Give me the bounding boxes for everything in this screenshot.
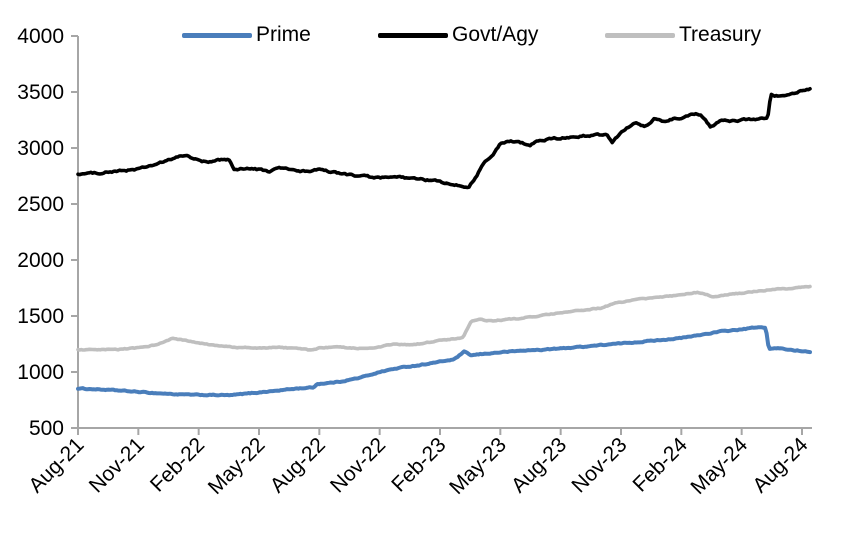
govt-agy-line-swatch [378, 32, 448, 38]
x-tick-label: May-24 [686, 433, 752, 499]
x-tick-label: Aug-22 [266, 433, 330, 497]
y-tick-label: 2500 [17, 193, 64, 216]
x-tick-label: Nov-22 [326, 433, 390, 497]
y-tick-label: 1500 [17, 305, 64, 328]
x-tick-label: Aug-24 [748, 433, 812, 497]
series-line-prime [76, 325, 812, 398]
series-line-govt-agy [76, 87, 812, 190]
x-tick-label: Feb-24 [629, 433, 693, 497]
x-tick-label: Aug-23 [507, 433, 571, 497]
legend-label-treasury: Treasury [679, 23, 762, 46]
y-tick-label: 1000 [17, 361, 64, 384]
legend-item-prime: Prime [182, 22, 311, 48]
y-tick-label: 2000 [17, 249, 64, 272]
treasury-line-swatch [605, 32, 675, 38]
legend-label-prime: Prime [256, 23, 311, 46]
x-tick-label: May-23 [445, 433, 511, 499]
y-tick-label: 4000 [17, 25, 64, 48]
chart-legend: Prime Govt/Agy Treasury [0, 22, 852, 48]
legend-item-treasury: Treasury [605, 22, 761, 48]
y-tick-label: 3000 [17, 137, 64, 160]
x-tick-label: Nov-21 [85, 433, 149, 497]
x-tick-label: Feb-23 [387, 433, 450, 496]
legend-label-govt-agy: Govt/Agy [452, 23, 539, 46]
x-tick-label: May-22 [204, 433, 270, 499]
legend-item-govt-agy: Govt/Agy [378, 22, 538, 48]
y-tick-label: 500 [29, 417, 64, 440]
prime-line-swatch [182, 32, 252, 38]
x-tick-label: Feb-22 [146, 433, 209, 496]
x-tick-label: Nov-23 [567, 433, 631, 497]
series-line-treasury [76, 284, 812, 352]
y-tick-label: 3500 [17, 81, 64, 104]
x-tick-label: Aug-21 [24, 433, 88, 497]
